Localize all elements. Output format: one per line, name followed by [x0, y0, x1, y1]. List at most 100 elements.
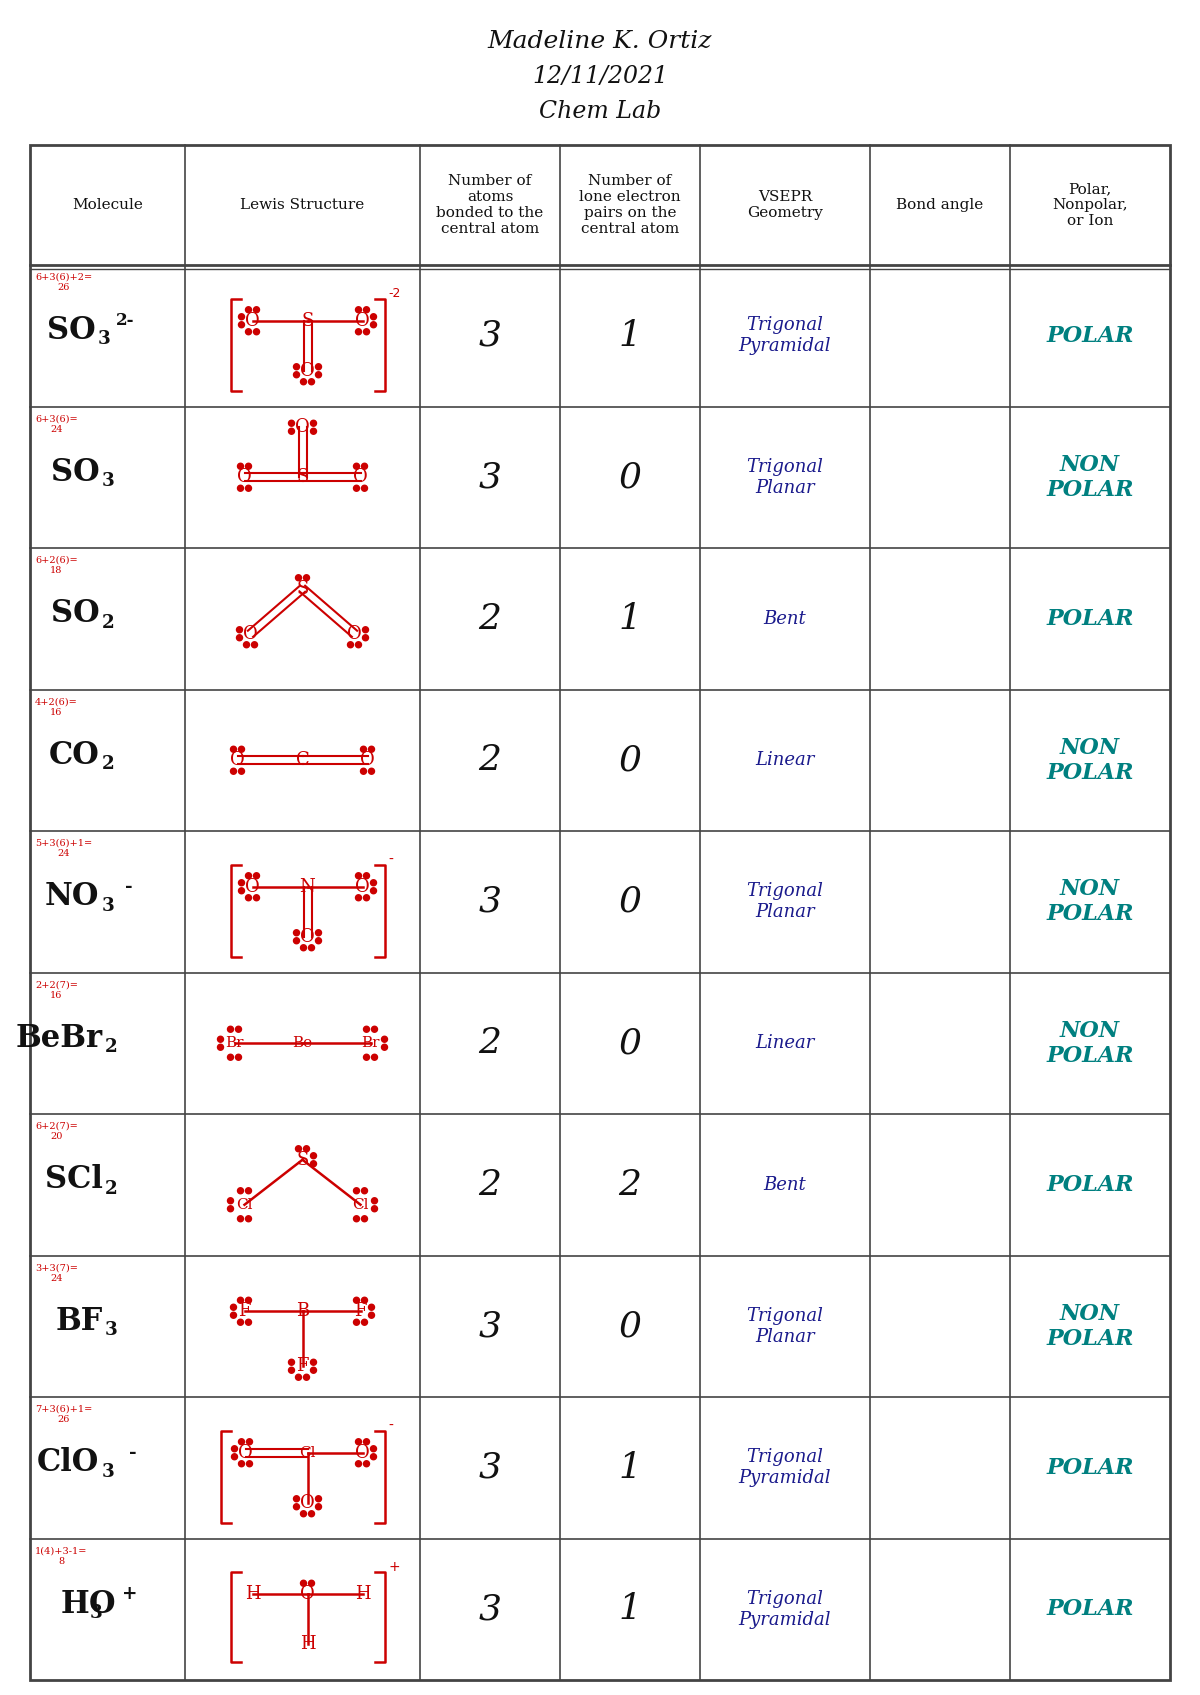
Circle shape [232, 1454, 238, 1459]
Circle shape [300, 1580, 306, 1587]
Text: S: S [296, 1151, 308, 1170]
Circle shape [316, 931, 322, 936]
Text: -: - [126, 878, 133, 895]
Circle shape [311, 420, 317, 425]
Text: -2: -2 [389, 286, 401, 300]
Text: VSEPR
Geometry: VSEPR Geometry [748, 190, 823, 220]
Text: 4+2(6)=
16: 4+2(6)= 16 [35, 698, 78, 717]
Circle shape [246, 485, 252, 492]
Text: F: F [239, 1302, 251, 1320]
Circle shape [238, 485, 244, 492]
Text: 1(4)+3-1=
8: 1(4)+3-1= 8 [35, 1546, 88, 1566]
Circle shape [236, 627, 242, 632]
Circle shape [364, 307, 370, 314]
Circle shape [235, 1054, 241, 1061]
Circle shape [355, 1461, 361, 1466]
Circle shape [239, 322, 245, 327]
Circle shape [364, 1054, 370, 1061]
Text: 2: 2 [479, 742, 502, 778]
Circle shape [355, 329, 361, 334]
Text: S: S [296, 580, 308, 598]
Circle shape [288, 1368, 294, 1373]
Text: 0: 0 [618, 742, 642, 778]
Circle shape [253, 873, 259, 878]
Text: S: S [296, 468, 308, 486]
Circle shape [246, 1461, 252, 1466]
Circle shape [368, 1312, 374, 1319]
Circle shape [253, 329, 259, 334]
Circle shape [239, 1439, 245, 1444]
Circle shape [230, 1312, 236, 1319]
Circle shape [371, 322, 377, 327]
Circle shape [364, 1461, 370, 1466]
Text: SCl: SCl [44, 1164, 102, 1195]
Text: 3: 3 [479, 461, 502, 495]
Text: 3: 3 [102, 1463, 114, 1481]
Circle shape [354, 463, 360, 470]
Text: Trigonal
Planar: Trigonal Planar [746, 883, 823, 920]
Text: 3: 3 [97, 331, 110, 347]
Text: 3: 3 [104, 1320, 118, 1339]
Circle shape [361, 463, 367, 470]
Circle shape [300, 1510, 306, 1517]
Text: 3: 3 [102, 897, 114, 915]
Text: BF: BF [55, 1305, 102, 1337]
Text: 0: 0 [618, 1309, 642, 1342]
Circle shape [239, 746, 245, 753]
Text: Cl: Cl [299, 1446, 316, 1459]
Circle shape [294, 1503, 300, 1510]
Circle shape [360, 768, 366, 775]
Text: Chem Lab: Chem Lab [539, 100, 661, 124]
Text: Bent: Bent [763, 1176, 806, 1193]
Circle shape [288, 420, 294, 425]
Circle shape [230, 746, 236, 753]
Circle shape [253, 895, 259, 900]
Text: Trigonal
Pyramidal: Trigonal Pyramidal [739, 1448, 832, 1487]
Circle shape [294, 937, 300, 944]
Circle shape [300, 944, 306, 951]
Text: O: O [300, 927, 314, 946]
Circle shape [304, 1146, 310, 1151]
Circle shape [354, 1188, 360, 1193]
Circle shape [239, 314, 245, 320]
Circle shape [316, 1495, 322, 1502]
Text: Molecule: Molecule [72, 198, 143, 212]
Text: 6+3(6)+2=
26: 6+3(6)+2= 26 [35, 273, 92, 293]
Circle shape [362, 627, 368, 632]
Circle shape [316, 371, 322, 378]
Text: 0: 0 [618, 885, 642, 919]
Text: F: F [296, 1358, 308, 1375]
Circle shape [364, 329, 370, 334]
Circle shape [308, 1580, 314, 1587]
Circle shape [368, 1303, 374, 1310]
Text: F: F [354, 1302, 367, 1320]
Text: +: + [122, 1585, 138, 1603]
Circle shape [238, 463, 244, 470]
Circle shape [217, 1044, 223, 1051]
Circle shape [316, 364, 322, 370]
Text: Madeline K. Ortiz: Madeline K. Ortiz [488, 31, 712, 53]
Circle shape [246, 1439, 252, 1444]
Circle shape [246, 1188, 252, 1193]
Circle shape [239, 888, 245, 893]
Circle shape [308, 1510, 314, 1517]
Text: Lewis Structure: Lewis Structure [240, 198, 365, 212]
Text: 2: 2 [104, 1039, 118, 1056]
Circle shape [294, 364, 300, 370]
Text: 12/11/2021: 12/11/2021 [532, 64, 668, 88]
Circle shape [372, 1025, 378, 1032]
Text: O: O [89, 1588, 115, 1620]
Text: O: O [355, 1444, 370, 1461]
Circle shape [228, 1054, 234, 1061]
Circle shape [354, 485, 360, 492]
Circle shape [238, 1215, 244, 1222]
Circle shape [217, 1036, 223, 1042]
Text: O: O [360, 751, 374, 770]
Text: 1: 1 [618, 1451, 642, 1485]
Circle shape [364, 895, 370, 900]
Text: H: H [61, 1588, 90, 1620]
Text: Trigonal
Pyramidal: Trigonal Pyramidal [739, 317, 832, 356]
Circle shape [348, 642, 354, 647]
Text: Linear: Linear [755, 751, 815, 770]
Text: 7+3(6)+1=
26: 7+3(6)+1= 26 [35, 1405, 92, 1424]
